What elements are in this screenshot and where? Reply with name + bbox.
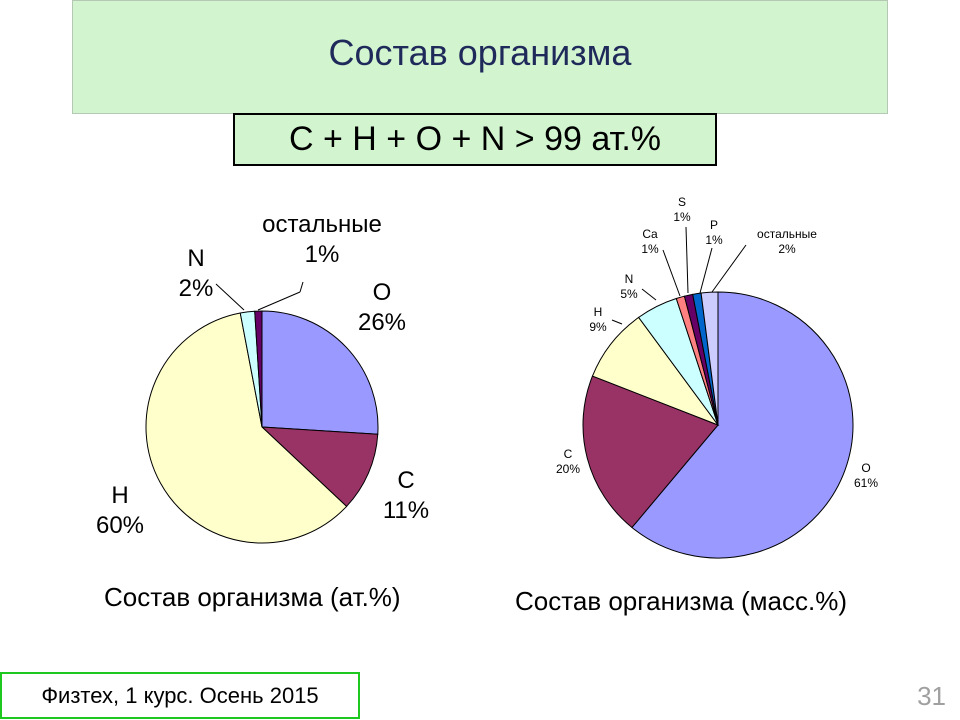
leader-n-atomic xyxy=(215,283,245,311)
pie-slice-0-1 xyxy=(260,426,379,508)
leader-others-atomic-2 xyxy=(299,281,304,293)
label-c-mass: C 20% xyxy=(556,447,580,476)
pie-slice-1-7 xyxy=(700,291,719,426)
leader-others-mass xyxy=(711,244,747,293)
footer-box: Физтех, 1 курс. Осень 2015 xyxy=(0,672,360,719)
pie-slice-0-4 xyxy=(254,310,263,428)
label-s-mass: S 1% xyxy=(673,195,691,224)
leader-others-atomic xyxy=(257,291,301,311)
leader-p-mass xyxy=(699,247,713,294)
chart-caption-mass: Состав организма (масс.%) xyxy=(515,586,847,616)
label-others-atomic: остальные 1% xyxy=(262,211,382,268)
leader-n-mass xyxy=(641,288,657,301)
formula-text: C + H + O + N > 99 ат.% xyxy=(288,120,661,158)
label-o-atomic: O 26% xyxy=(358,279,406,336)
pie-slice-0-2 xyxy=(145,312,348,544)
leader-h-mass xyxy=(611,319,623,325)
label-o-mass: O 61% xyxy=(854,461,878,490)
footer-text: Физтех, 1 курс. Осень 2015 xyxy=(41,682,319,708)
slide-title: Состав организма xyxy=(328,32,632,73)
pie-slice-1-0 xyxy=(631,291,854,559)
pie-slice-1-1 xyxy=(582,375,719,529)
pie-slice-0-0 xyxy=(261,310,379,435)
title-banner: Состав организма xyxy=(72,0,888,114)
page-number: 31 xyxy=(917,681,946,711)
label-h-atomic: H 60% xyxy=(96,482,144,539)
label-n-mass: N 5% xyxy=(620,272,638,301)
label-others-mass: остальные 2% xyxy=(757,227,817,256)
leader-ca-mass xyxy=(662,249,681,297)
label-ca-mass: Ca 1% xyxy=(641,227,659,256)
label-c-atomic: C 11% xyxy=(383,467,429,524)
label-h-mass: H 9% xyxy=(589,305,607,334)
label-p-mass: P 1% xyxy=(705,218,723,247)
chart-caption-atomic: Состав организма (ат.%) xyxy=(104,582,401,612)
formula-box: C + H + O + N > 99 ат.% xyxy=(233,113,717,166)
label-n-atomic: N 2% xyxy=(179,245,214,302)
leader-s-mass xyxy=(685,226,689,294)
